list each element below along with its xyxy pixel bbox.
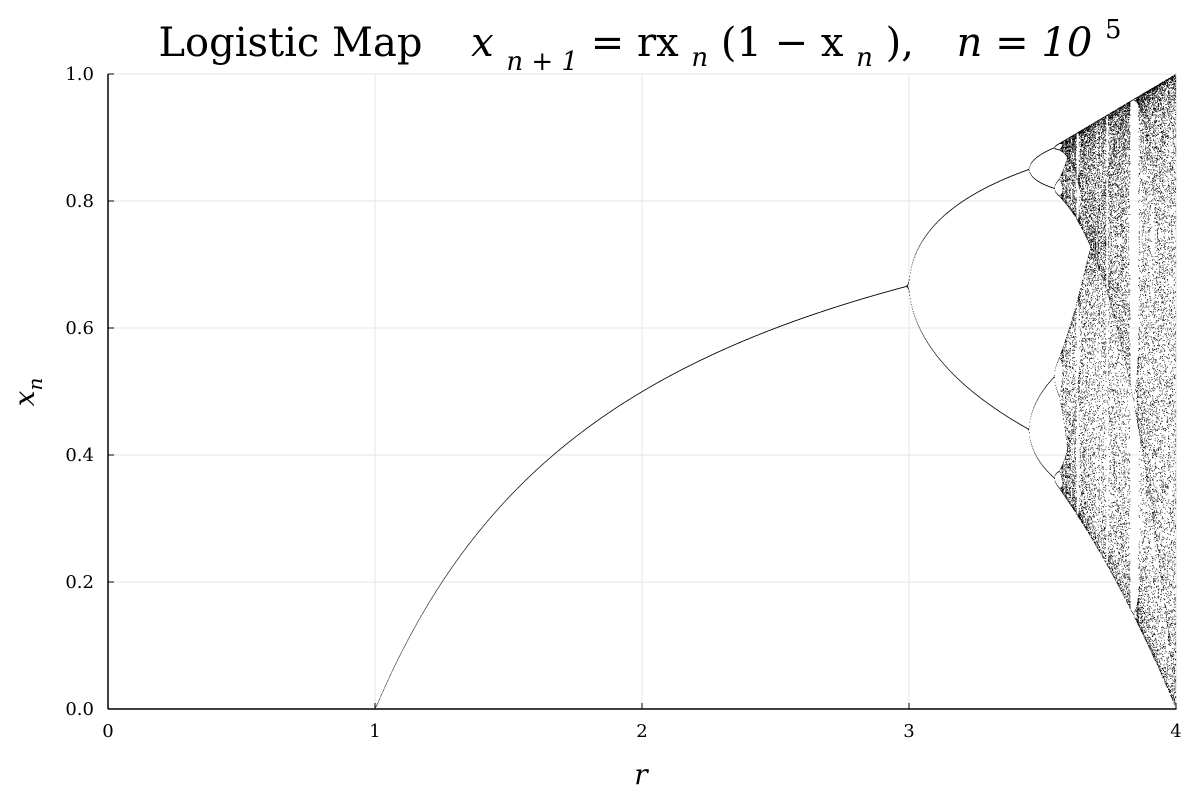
x-tick-label-2: 2 [636,721,647,742]
title-rhs-c: ), [886,20,914,66]
title-rhs-sub2: n [856,43,873,73]
title-n-exp: 5 [1105,15,1122,45]
y-axis-label: xn [8,378,47,407]
x-tick-label-1: 1 [369,721,380,742]
bifurcation-points [375,73,1177,710]
chart-title: Logistic Map x n + 1 = rx n (1 − x n ), … [158,15,1121,80]
x-tick-label-4: 4 [1170,721,1181,742]
y-tick-label-1: 0.2 [65,572,94,593]
axes [107,73,1177,710]
y-tick-label-2: 0.4 [65,445,94,466]
y-axis-label-var: x [8,390,41,406]
y-tick-label-3: 0.6 [65,318,94,339]
title-rhs-b: (1 − x [721,20,844,66]
x-tick-label-3: 3 [903,721,914,742]
title-rhs-sub1: n [691,43,708,73]
title-prefix: Logistic Map [158,20,422,66]
bifurcation-series-path [375,73,1177,710]
title-n-label: n = 10 [957,20,1093,66]
y-axis-label-sub: n [23,378,47,391]
title-rhs-a: = rx [591,20,679,66]
title-lhs-var: x [471,20,494,66]
tick-labels: 0 1 2 3 4 0.0 0.2 0.4 0.6 0.8 1.0 [65,64,1181,742]
title-lhs-sub: n + 1 [506,47,578,77]
x-tick-label-0: 0 [102,721,113,742]
y-tick-label-4: 0.8 [65,191,94,212]
x-axis-label: r [634,758,649,791]
y-tick-label-5: 1.0 [65,64,94,85]
y-tick-label-0: 0.0 [65,699,94,720]
